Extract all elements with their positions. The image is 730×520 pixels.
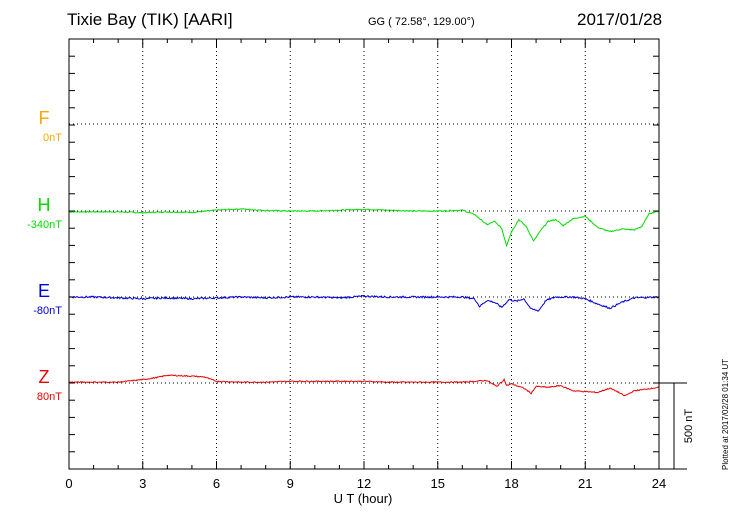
label-layer: 0 3 6 9 12 15 18 21 24 F 0nT H -340nT E -80nT Z 80nT	[27, 108, 666, 491]
baseline-label-Z: 80nT	[37, 391, 62, 403]
x-tick-label: 15	[431, 476, 445, 491]
series-line-H	[68, 208, 660, 248]
channel-label-Z: Z	[39, 367, 50, 387]
coordinates-label: GG ( 72.58°, 129.00°)	[368, 16, 475, 28]
date-label: 2017/01/28	[577, 10, 663, 29]
x-tick-label: 24	[652, 476, 666, 491]
baseline-label-F: 0nT	[43, 132, 62, 144]
series-line-Z	[68, 374, 660, 397]
x-tick-label: 21	[578, 476, 592, 491]
series-layer	[68, 208, 660, 397]
x-tick-label: 0	[65, 476, 72, 491]
series-line-E	[68, 294, 660, 312]
scale-bar	[659, 382, 687, 470]
x-tick-label: 6	[213, 476, 220, 491]
station-title: Tixie Bay (TIK) [AARI]	[67, 10, 233, 29]
channel-label-F: F	[39, 108, 50, 128]
x-tick-label: 3	[139, 476, 146, 491]
scale-bar-label: 500 nT	[683, 409, 695, 444]
x-tick-label: 18	[504, 476, 518, 491]
grid-layer	[69, 39, 659, 469]
channel-label-E: E	[38, 281, 50, 301]
baseline-label-H: -340nT	[27, 219, 62, 231]
x-tick-label: 9	[287, 476, 294, 491]
x-tick-label: 12	[357, 476, 371, 491]
baseline-label-E: -80nT	[33, 305, 62, 317]
x-axis-title: U T (hour)	[334, 491, 393, 506]
plot-frame	[68, 38, 660, 470]
plotted-timestamp: Plotted at 2017/02/28 01:34 UT	[721, 358, 730, 470]
channel-label-H: H	[38, 195, 51, 215]
